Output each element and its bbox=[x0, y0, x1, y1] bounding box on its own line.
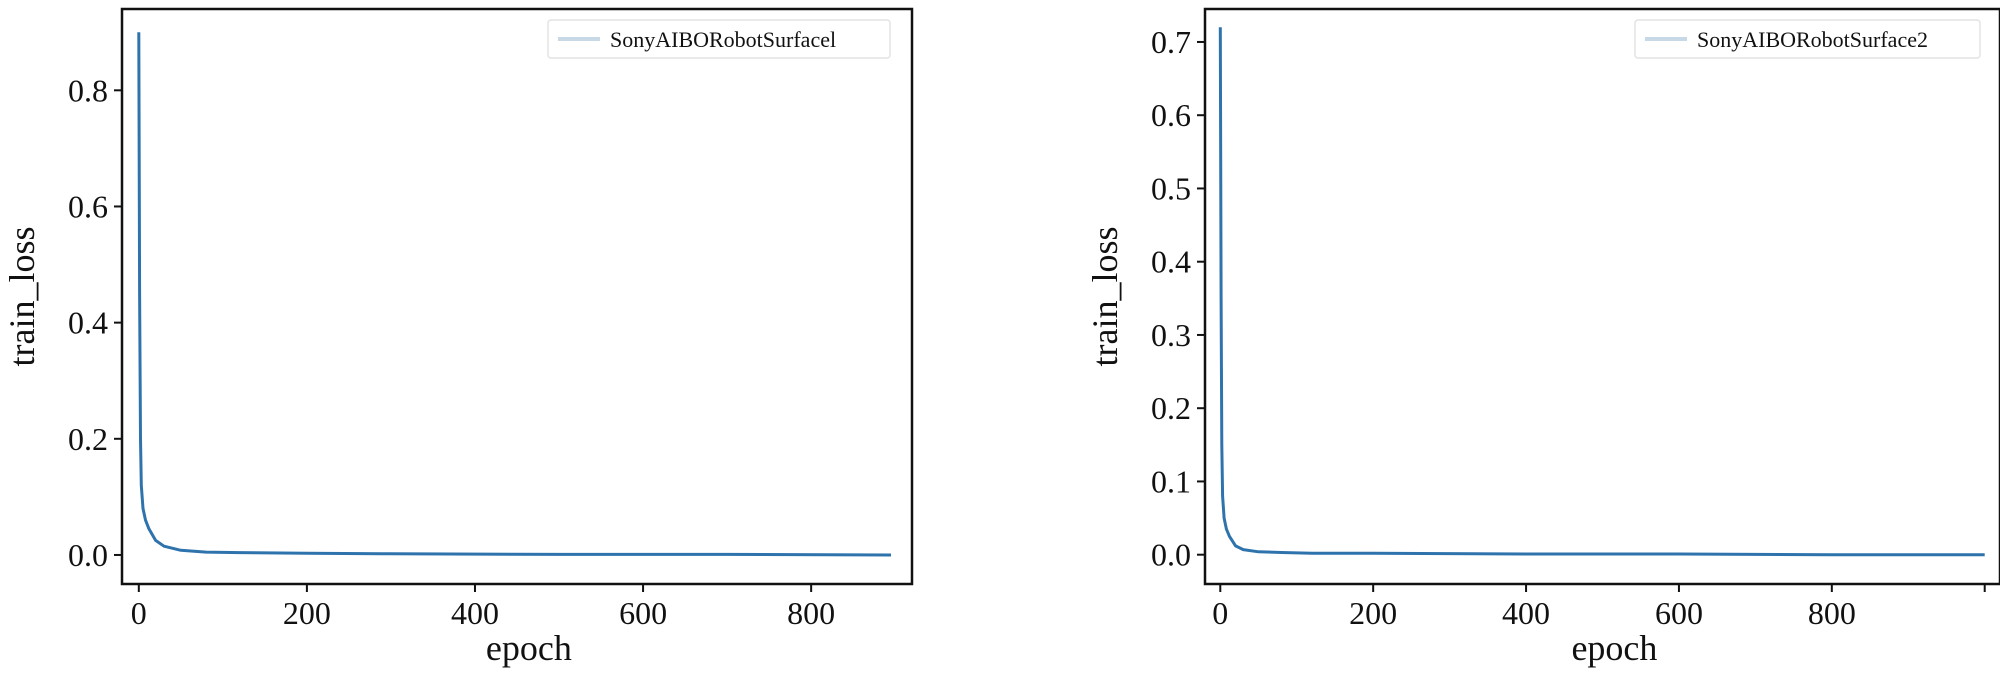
x-tick-label: 0 bbox=[1212, 595, 1228, 631]
x-tick-label: 800 bbox=[1808, 595, 1856, 631]
y-tick-label: 0.6 bbox=[1151, 97, 1191, 133]
series-line bbox=[1218, 27, 1985, 557]
y-tick-label: 0.5 bbox=[1151, 170, 1191, 206]
legend-box bbox=[1634, 19, 1981, 59]
legend-label: SonyAIBORobotSurfacel bbox=[610, 27, 836, 52]
chart-panel-2: 0 200 400 600 800 0.0 0.1 0.2 0.3 0.4 0.5 0.6 0.7 epo… bbox=[1085, 7, 2000, 668]
x-tick-label: 400 bbox=[1502, 595, 1550, 631]
plot-frame bbox=[1203, 7, 2000, 586]
y-tick-label: 0.8 bbox=[68, 72, 108, 108]
y-tick-label: 0.4 bbox=[1151, 244, 1191, 280]
x-axis-title: epoch bbox=[1571, 628, 1657, 668]
y-tick-label: 0.6 bbox=[68, 188, 108, 224]
y-tick-label: 0.2 bbox=[68, 421, 108, 457]
y-tick-label: 0.1 bbox=[1151, 463, 1191, 499]
y-axis-title: train_loss bbox=[2, 227, 42, 367]
legend: SonyAIBORobotSurfacel bbox=[547, 19, 891, 59]
x-tick-label: 800 bbox=[787, 595, 835, 631]
y-tick-label: 0.4 bbox=[68, 305, 108, 341]
x-tick-label: 600 bbox=[1655, 595, 1703, 631]
y-tick-label: 0.0 bbox=[1151, 537, 1191, 573]
legend-box bbox=[547, 19, 891, 59]
x-tick-label: 0 bbox=[131, 595, 147, 631]
plot-frame bbox=[120, 7, 914, 586]
x-tick-label: 200 bbox=[283, 595, 331, 631]
legend: SonyAIBORobotSurface2 bbox=[1634, 19, 1981, 59]
x-tick-label: 600 bbox=[619, 595, 667, 631]
chart-panel-1: 0 200 400 600 800 0.0 0.2 0.4 0.6 0.8 epoch train_l… bbox=[2, 7, 914, 668]
y-tick-label: 0.0 bbox=[68, 537, 108, 573]
y-tick-label: 0.7 bbox=[1151, 24, 1191, 60]
x-tick-label: 200 bbox=[1349, 595, 1397, 631]
y-tick-label: 0.3 bbox=[1151, 317, 1191, 353]
y-tick-label: 0.2 bbox=[1151, 390, 1191, 426]
x-axis-title: epoch bbox=[486, 628, 572, 668]
legend-label: SonyAIBORobotSurface2 bbox=[1697, 27, 1928, 52]
x-tick-label: 400 bbox=[451, 595, 499, 631]
y-axis-title: train_loss bbox=[1085, 227, 1125, 367]
series-line bbox=[137, 32, 892, 557]
